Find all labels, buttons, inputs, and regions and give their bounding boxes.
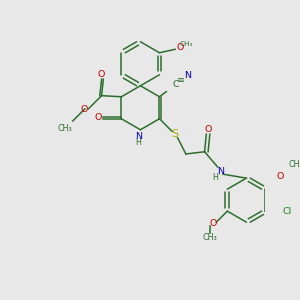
Text: CH₃: CH₃ <box>288 160 300 169</box>
Text: H: H <box>212 173 218 182</box>
Text: O: O <box>204 125 212 134</box>
Text: O: O <box>276 172 284 181</box>
Text: O: O <box>176 43 183 52</box>
Text: S: S <box>171 129 178 139</box>
Text: CH₃: CH₃ <box>180 41 194 47</box>
Text: Cl: Cl <box>282 207 292 216</box>
Text: O: O <box>80 105 88 114</box>
Text: C: C <box>172 80 178 89</box>
Text: O: O <box>209 219 217 228</box>
Text: ≡: ≡ <box>178 76 185 85</box>
Text: O: O <box>94 113 102 122</box>
Text: CH₃: CH₃ <box>58 124 72 133</box>
Text: N: N <box>217 167 224 176</box>
Text: N: N <box>135 132 142 141</box>
Text: O: O <box>98 70 105 79</box>
Text: CH₃: CH₃ <box>203 233 218 242</box>
Text: N: N <box>184 71 191 80</box>
Text: H: H <box>136 139 142 148</box>
